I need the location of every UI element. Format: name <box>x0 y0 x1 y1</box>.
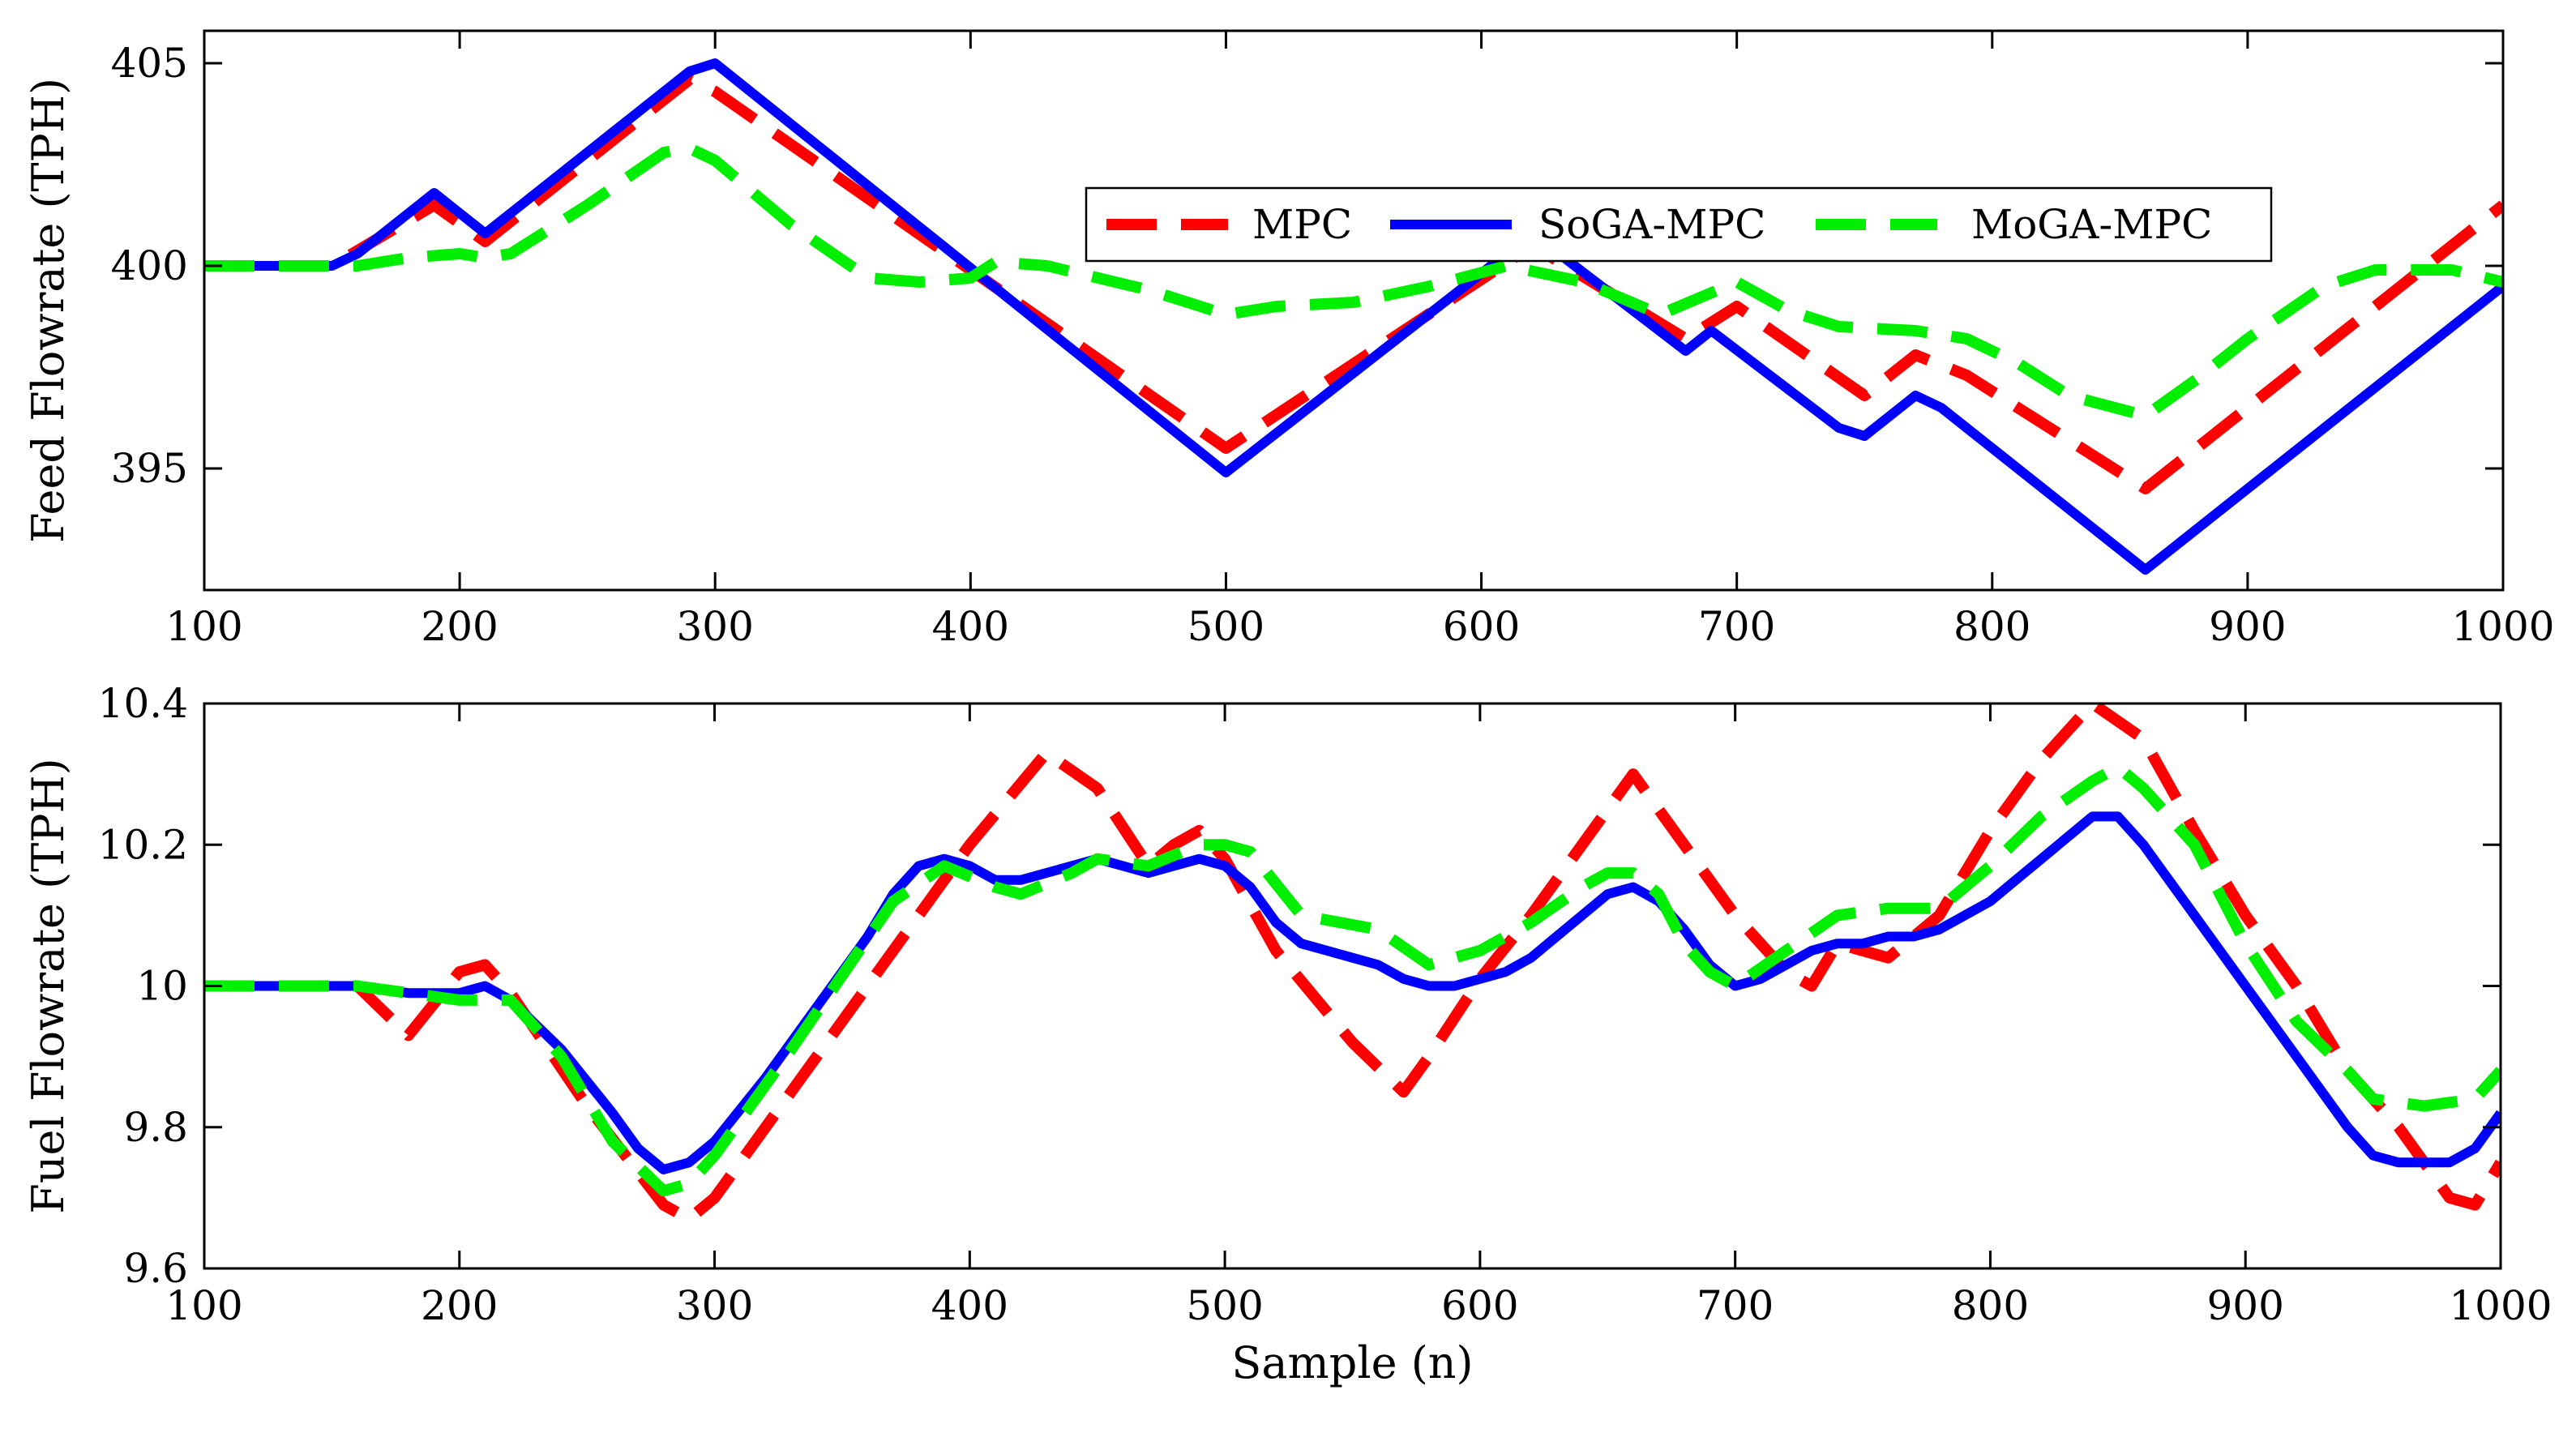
series-line-moga-mpc <box>204 761 2501 1197</box>
x-tick-label: 800 <box>1953 603 2030 650</box>
y-axis-title: Feed Flowrate (TPH) <box>23 78 74 543</box>
x-tick-label: 500 <box>1187 603 1264 650</box>
y-tick-label: 405 <box>111 40 188 87</box>
legend-label-mpc: MPC <box>1252 201 1352 248</box>
series-line-moga-mpc <box>204 143 2503 421</box>
x-tick-label: 900 <box>2209 603 2286 650</box>
x-tick-label: 200 <box>421 1282 498 1329</box>
x-tick-label: 100 <box>165 1282 242 1329</box>
series-line-soga-mpc <box>204 811 2501 1174</box>
x-tick-label: 600 <box>1443 603 1520 650</box>
x-tick-label: 900 <box>2207 1282 2284 1329</box>
series-line-mpc <box>204 704 2501 1225</box>
axes-frame <box>203 29 2505 592</box>
x-tick-label: 600 <box>1441 1282 1518 1329</box>
y-tick-label: 395 <box>111 445 188 492</box>
x-tick-label: 300 <box>677 603 754 650</box>
legend-box <box>1085 186 2273 263</box>
x-tick-label: 800 <box>1952 1282 2029 1329</box>
x-tick-label: 700 <box>1698 603 1775 650</box>
x-tick-label: 400 <box>932 603 1009 650</box>
y-tick-label: 10 <box>136 963 188 1010</box>
plot-area <box>204 704 2501 1268</box>
legend: MPC SoGA-MPC MoGA-MPC <box>1085 186 2273 263</box>
legend-label-soga-mpc: SoGA-MPC <box>1538 201 1765 248</box>
y-tick-label: 9.6 <box>123 1245 188 1292</box>
y-tick-label: 9.8 <box>123 1104 188 1151</box>
series-group <box>204 704 2501 1225</box>
y-tick-label: 10.4 <box>98 680 188 727</box>
x-tick-label: 200 <box>421 603 498 650</box>
feed-flowrate-panel: 100 200 300 400 500 600 700 800 900 1000 395 400 405… <box>23 29 2555 650</box>
y-axis-title: Fuel Flowrate (TPH) <box>23 758 74 1214</box>
x-tick-label: 400 <box>931 1282 1008 1329</box>
x-tick-label: 100 <box>165 603 242 650</box>
plot-area <box>204 31 2503 590</box>
y-tick-label: 10.2 <box>98 821 188 868</box>
x-tick-label: 500 <box>1186 1282 1263 1329</box>
y-tick-label: 400 <box>111 242 188 289</box>
legend-label-moga-mpc: MoGA-MPC <box>1971 201 2212 248</box>
x-tick-label: 300 <box>676 1282 753 1329</box>
x-tick-label: 1000 <box>2451 603 2554 650</box>
x-tick-label: 700 <box>1697 1282 1774 1329</box>
x-tick-label: 1000 <box>2449 1282 2552 1329</box>
x-axis-title: Sample (n) <box>1231 1337 1473 1388</box>
fuel-flowrate-panel: 100 200 300 400 500 600 700 800 900 1000 9.6 9.8 10 1… <box>23 680 2552 1388</box>
